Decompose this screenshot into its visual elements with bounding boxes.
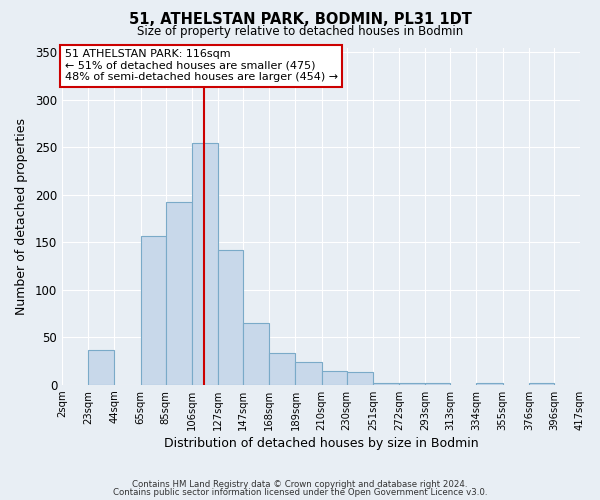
Bar [425, 383, 450, 385]
Bar [322, 370, 347, 385]
Bar [529, 383, 554, 385]
Bar [218, 250, 243, 385]
Text: 51, ATHELSTAN PARK, BODMIN, PL31 1DT: 51, ATHELSTAN PARK, BODMIN, PL31 1DT [128, 12, 472, 28]
Bar [88, 350, 115, 385]
Bar [295, 362, 322, 385]
Bar [399, 383, 425, 385]
Bar [243, 323, 269, 385]
Bar [476, 383, 503, 385]
Bar [166, 202, 192, 385]
X-axis label: Distribution of detached houses by size in Bodmin: Distribution of detached houses by size … [164, 437, 478, 450]
Text: 51 ATHELSTAN PARK: 116sqm
← 51% of detached houses are smaller (475)
48% of semi: 51 ATHELSTAN PARK: 116sqm ← 51% of detac… [65, 49, 338, 82]
Bar [140, 236, 166, 385]
Bar [192, 144, 218, 385]
Bar [373, 383, 399, 385]
Bar [269, 352, 295, 385]
Bar [347, 372, 373, 385]
Text: Contains HM Land Registry data © Crown copyright and database right 2024.: Contains HM Land Registry data © Crown c… [132, 480, 468, 489]
Y-axis label: Number of detached properties: Number of detached properties [15, 118, 28, 314]
Text: Size of property relative to detached houses in Bodmin: Size of property relative to detached ho… [137, 25, 463, 38]
Text: Contains public sector information licensed under the Open Government Licence v3: Contains public sector information licen… [113, 488, 487, 497]
